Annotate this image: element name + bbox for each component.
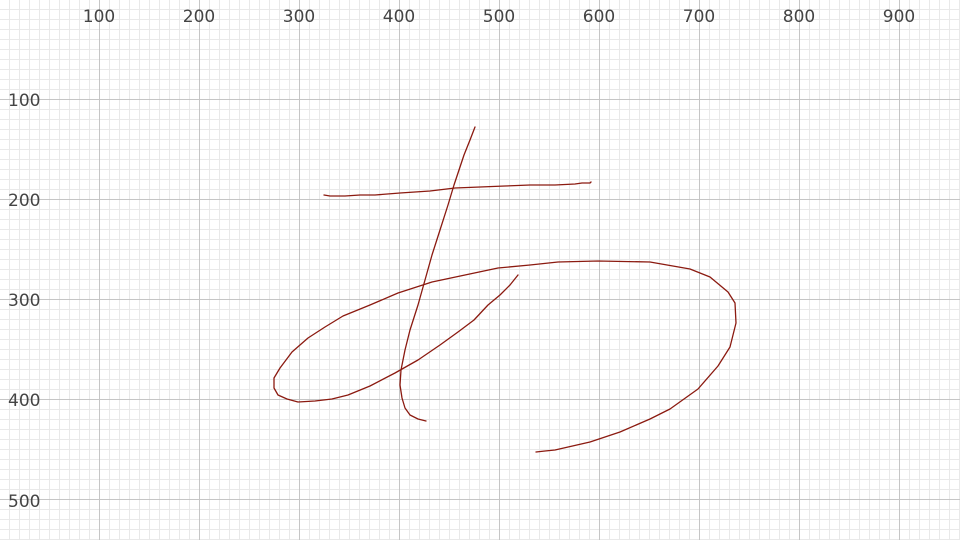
x-tick-label: 100 <box>83 7 115 27</box>
x-tick-label: 300 <box>283 7 315 27</box>
x-tick-label: 800 <box>783 7 815 27</box>
x-tick-label: 200 <box>183 7 215 27</box>
x-tick-label: 900 <box>883 7 915 27</box>
y-tick-label: 400 <box>8 391 40 411</box>
y-tick-label: 300 <box>8 291 40 311</box>
x-tick-label: 400 <box>383 7 415 27</box>
x-tick-label: 600 <box>583 7 615 27</box>
x-tick-label: 700 <box>683 7 715 27</box>
y-axis-labels: 100 200 300 400 500 <box>8 91 40 512</box>
y-tick-label: 200 <box>8 191 40 211</box>
x-axis-labels: 100 200 300 400 500 600 700 800 900 <box>83 7 915 27</box>
stroke-vertical <box>400 127 475 421</box>
y-tick-label: 500 <box>8 492 40 512</box>
x-tick-label: 500 <box>483 7 515 27</box>
y-tick-label: 100 <box>8 91 40 111</box>
